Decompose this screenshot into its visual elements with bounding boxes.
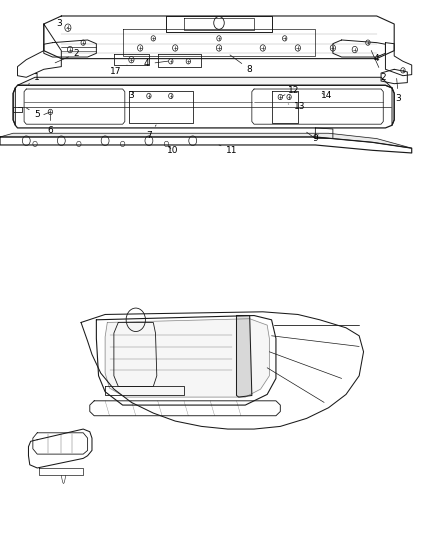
Text: 7: 7 <box>146 125 156 140</box>
Text: 3: 3 <box>128 92 134 100</box>
Text: 6: 6 <box>47 115 53 135</box>
Text: 4: 4 <box>144 60 168 68</box>
Text: 12: 12 <box>283 86 299 96</box>
Polygon shape <box>0 133 412 148</box>
Text: 2: 2 <box>371 51 386 82</box>
Text: 3: 3 <box>56 20 68 28</box>
Polygon shape <box>237 316 252 397</box>
Polygon shape <box>18 77 392 88</box>
Text: 3: 3 <box>396 78 402 103</box>
Text: 8: 8 <box>230 55 253 74</box>
Text: 13: 13 <box>288 102 306 111</box>
Text: 9: 9 <box>312 134 318 143</box>
Text: 4: 4 <box>374 54 379 63</box>
Text: 10: 10 <box>167 146 179 155</box>
Text: 1: 1 <box>28 73 40 84</box>
Polygon shape <box>105 319 269 397</box>
Text: 17: 17 <box>110 65 127 76</box>
Text: 5: 5 <box>26 108 40 119</box>
Text: 2: 2 <box>55 49 79 63</box>
Text: 14: 14 <box>321 92 332 100</box>
Text: 11: 11 <box>219 145 238 155</box>
